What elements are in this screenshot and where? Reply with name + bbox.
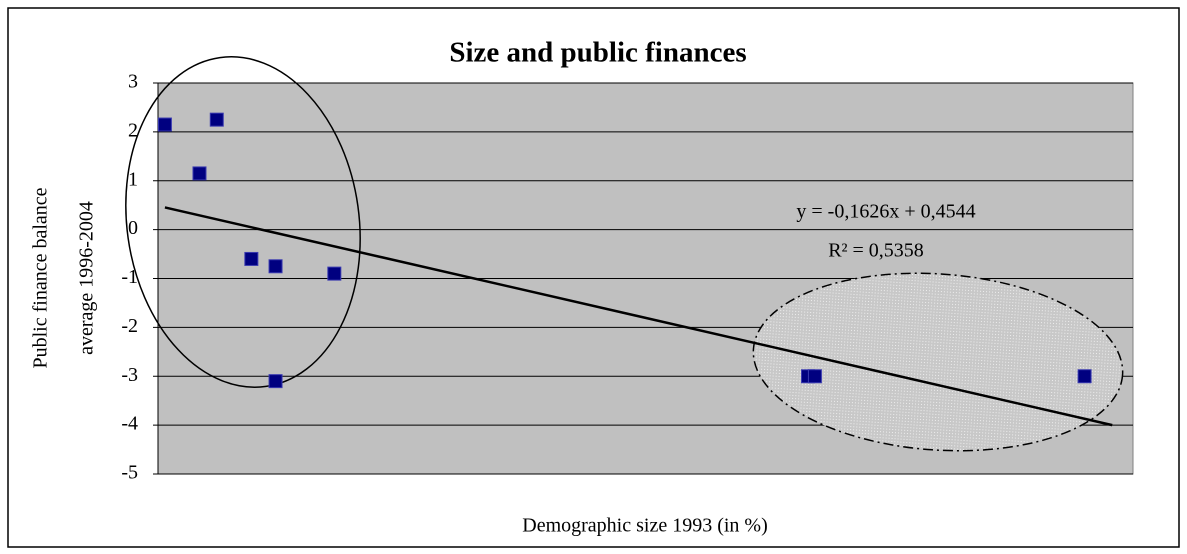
y-axis-label: average 1996-2004	[76, 201, 98, 355]
y-tick-label: -3	[121, 364, 138, 386]
y-axis-label: Public finance balance	[30, 187, 52, 368]
data-point	[209, 112, 224, 127]
data-point	[1077, 369, 1092, 384]
y-tick-label: -5	[121, 462, 138, 484]
y-tick-label: -4	[121, 413, 138, 435]
data-point	[268, 259, 283, 274]
cluster-ellipse	[125, 56, 361, 388]
r-squared: R² = 0,5358	[828, 240, 924, 262]
trend-equation: y = -0,1626x + 0,4544	[796, 201, 975, 223]
trend-line	[164, 206, 1113, 427]
y-tick-label: 0	[128, 217, 138, 239]
data-point	[157, 117, 172, 132]
y-tick-label: 2	[128, 119, 138, 141]
x-axis-label: Demographic size 1993 (in %)	[522, 515, 767, 537]
data-point	[327, 266, 342, 281]
y-tick-label: -1	[121, 266, 138, 288]
chart-title: Size and public finances	[449, 37, 746, 69]
y-tick-label: 3	[128, 71, 138, 93]
data-point	[268, 374, 283, 389]
y-tick-label: -2	[121, 315, 138, 337]
data-point	[807, 369, 822, 384]
y-tick-label: 1	[128, 168, 138, 190]
data-point	[244, 251, 259, 266]
data-point	[192, 166, 207, 181]
